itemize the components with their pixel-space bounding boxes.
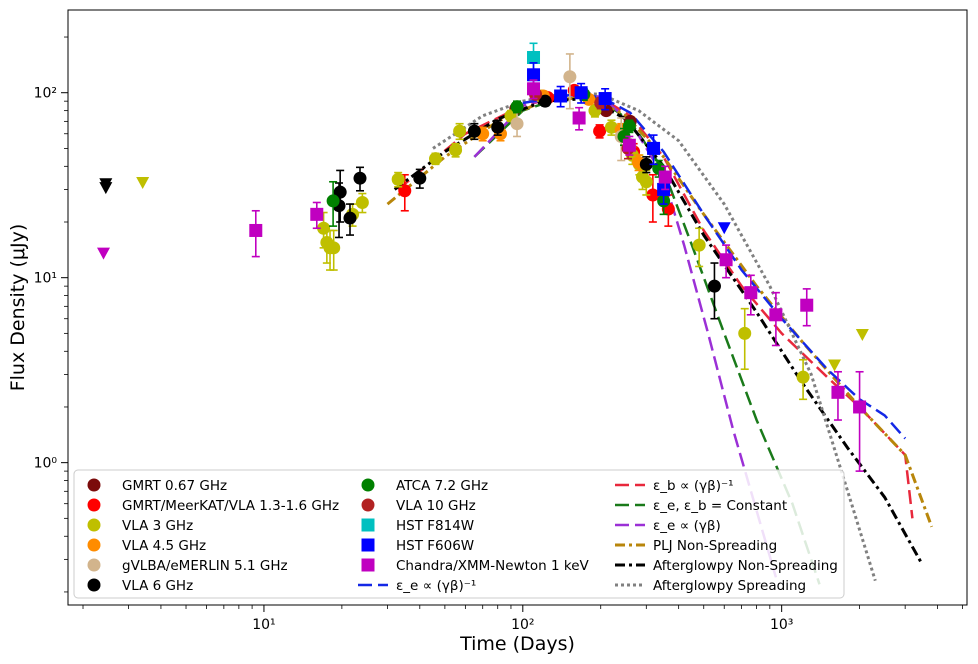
data-point <box>355 195 369 209</box>
x-axis-label: Time (Days) <box>459 633 575 655</box>
legend-label: HST F606W <box>396 538 474 554</box>
data-point <box>333 185 347 199</box>
model-curve <box>432 91 877 582</box>
upper-limit-marker <box>717 222 731 235</box>
data-point <box>646 188 660 202</box>
data-point <box>563 70 577 84</box>
legend-marker <box>87 538 101 552</box>
legend-label: Afterglowpy Non-Spreading <box>653 558 838 574</box>
data-point <box>353 171 367 185</box>
legend-label: ATCA 7.2 GHz <box>396 478 488 494</box>
data-point <box>831 385 845 399</box>
data-point <box>598 92 612 106</box>
legend-marker <box>361 478 375 492</box>
y-tick-label: 10⁰ <box>34 456 58 472</box>
upper-limit-marker <box>97 247 111 260</box>
legend-label: VLA 10 GHz <box>396 498 476 514</box>
data-point <box>510 117 524 131</box>
legend-label: VLA 6 GHz <box>122 578 193 594</box>
data-point <box>554 89 568 103</box>
data-points <box>97 42 869 472</box>
data-point <box>574 86 588 100</box>
data-point <box>327 241 341 255</box>
data-point <box>343 211 357 225</box>
legend-label: HST F814W <box>396 518 474 534</box>
legend-marker <box>361 558 375 572</box>
data-point <box>639 157 653 171</box>
legend-label: Chandra/XMM-Newton 1 keV <box>396 558 590 574</box>
legend-label: ε_e, ε_b = Constant <box>653 498 787 514</box>
data-point <box>707 279 721 293</box>
data-point <box>692 238 706 252</box>
data-point <box>538 94 552 108</box>
legend-label: Afterglowpy Spreading <box>653 578 806 594</box>
x-tick-label: 10² <box>511 617 534 633</box>
legend-marker <box>87 558 101 572</box>
data-point <box>639 175 653 189</box>
data-point <box>622 138 636 152</box>
y-tick-label: 10¹ <box>34 271 57 287</box>
legend-box <box>73 469 845 599</box>
legend-marker <box>87 498 101 512</box>
data-point <box>604 120 618 134</box>
legend-marker <box>361 538 375 552</box>
legend-label: PLJ Non-Spreading <box>653 538 777 554</box>
data-point <box>622 119 636 133</box>
data-point <box>510 100 524 114</box>
axes: 10¹ 10² 10³ 10⁰ 10¹ 10² <box>34 36 963 633</box>
data-point <box>429 152 443 166</box>
data-point <box>593 124 607 138</box>
data-point <box>310 207 324 221</box>
data-point <box>413 171 427 185</box>
legend: GMRT 0.67 GHz GMRT/MeerKAT/VLA 1.3-1.6 GH… <box>73 469 845 599</box>
data-point <box>658 170 672 184</box>
legend-marker <box>361 518 375 532</box>
legend-label: VLA 3 GHz <box>122 518 193 534</box>
data-point <box>391 172 405 186</box>
data-point <box>572 111 586 125</box>
y-axis-label: Flux Density (μJy) <box>7 224 29 392</box>
data-point <box>326 194 340 208</box>
data-point <box>527 68 541 82</box>
plot-frame <box>67 9 968 606</box>
data-point <box>769 308 783 322</box>
upper-limit-marker <box>827 359 841 372</box>
legend-label: GMRT/MeerKAT/VLA 1.3-1.6 GHz <box>122 498 339 514</box>
y-tick-label: 10² <box>34 86 57 102</box>
data-point <box>249 223 263 237</box>
upper-limit-marker <box>99 182 113 195</box>
data-point <box>467 124 481 138</box>
legend-label: gVLBA/eMERLIN 5.1 GHz <box>122 558 288 574</box>
data-point <box>453 124 467 138</box>
upper-limit-marker <box>136 176 150 189</box>
legend-marker <box>87 578 101 592</box>
data-point <box>744 286 758 300</box>
upper-limit-marker <box>855 328 869 341</box>
data-point <box>491 120 505 134</box>
x-tick-label: 10³ <box>770 617 793 633</box>
data-point <box>719 253 733 267</box>
legend-label: GMRT 0.67 GHz <box>122 478 227 494</box>
legend-marker <box>361 498 375 512</box>
data-point <box>853 400 867 414</box>
data-point <box>738 326 752 340</box>
legend-marker <box>87 518 101 532</box>
legend-marker <box>87 478 101 492</box>
legend-label: VLA 4.5 GHz <box>122 538 206 554</box>
x-tick-label: 10¹ <box>252 617 275 633</box>
legend-label: ε_e ∝ (γβ) <box>653 518 721 534</box>
data-point <box>800 298 814 312</box>
data-point <box>527 82 541 96</box>
data-point <box>449 143 463 157</box>
data-point <box>796 370 810 384</box>
data-point <box>527 51 541 65</box>
legend-label: ε_e ∝ (γβ)⁻¹ <box>396 578 476 594</box>
model-curve <box>386 95 934 528</box>
data-point <box>647 141 661 155</box>
legend-label: ε_b ∝ (γβ)⁻¹ <box>653 478 734 494</box>
